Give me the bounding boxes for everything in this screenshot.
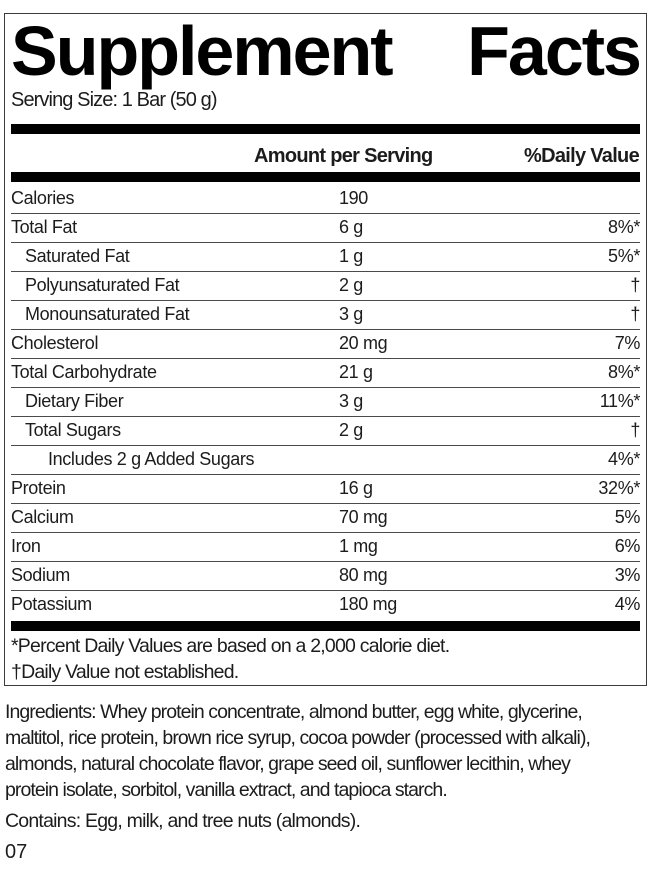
table-row: Total Carbohydrate 21 g 8%* — [11, 357, 640, 387]
nutrient-amount: 1 mg — [339, 536, 378, 556]
nutrient-label: Includes 2 g Added Sugars — [48, 449, 255, 469]
nutrient-daily-value: 32%* — [598, 478, 640, 498]
nutrient-daily-value: 7% — [614, 333, 641, 353]
nutrient-daily-value: 8%* — [608, 362, 640, 382]
nutrient-amount: 6 g — [339, 217, 363, 237]
table-row: Sodium 80 mg 3% — [11, 560, 641, 590]
footnotes: *Percent Daily Values are based on a 2,0… — [11, 633, 640, 685]
nutrient-amount: 1 g — [339, 246, 363, 266]
nutrient-daily-value: 11%* — [599, 391, 641, 411]
table-row: Dietary Fiber 3 g 11%* — [11, 386, 641, 416]
nutrient-label: Total Carbohydrate — [11, 362, 157, 382]
nutrient-daily-value: 6% — [614, 536, 641, 556]
nutrient-amount: 2 g — [339, 420, 363, 440]
title-word-facts: Facts — [467, 12, 642, 90]
nutrient-daily-value: † — [630, 304, 640, 324]
table-row: Iron 1 mg 6% — [11, 531, 641, 561]
nutrient-label: Total Sugars — [25, 420, 121, 440]
nutrient-daily-value: 4% — [614, 594, 641, 614]
nutrient-label: Potassium — [11, 594, 92, 614]
nutrient-daily-value: 5%* — [608, 246, 640, 266]
footnote-daily-values: *Percent Daily Values are based on a 2,0… — [11, 634, 450, 657]
ingredients-line: protein isolate, sorbitol, vanilla extra… — [5, 779, 448, 801]
nutrient-label: Calories — [11, 187, 75, 208]
nutrient-amount: 180 mg — [339, 594, 397, 614]
serving-size-text: Serving Size: 1 Bar (50 g) — [11, 89, 218, 111]
table-row: Polyunsaturated Fat 2 g † — [11, 270, 640, 300]
nutrient-label: Dietary Fiber — [25, 391, 124, 411]
nutrient-label: Polyunsaturated Fat — [25, 275, 180, 295]
nutrient-amount: 20 mg — [339, 333, 388, 353]
column-header-daily-value: %Daily Value — [524, 145, 640, 167]
panel-title: Supplement Facts — [11, 12, 642, 90]
ingredients-line: almonds, natural chocolate flavor, grape… — [5, 753, 571, 775]
divider-bar-top — [11, 124, 640, 134]
nutrient-daily-value: † — [630, 420, 640, 440]
table-row: Calories 190 — [11, 184, 640, 213]
nutrient-daily-value: † — [630, 275, 640, 295]
ingredients-paragraph: Ingredients: Whey protein concentrate, a… — [5, 699, 653, 803]
nutrient-amount: 80 mg — [339, 565, 388, 585]
nutrient-label: Sodium — [11, 565, 70, 585]
nutrient-label: Protein — [11, 478, 66, 498]
nutrient-label: Total Fat — [11, 217, 77, 237]
nutrient-label: Saturated Fat — [25, 246, 130, 266]
nutrient-label: Calcium — [11, 507, 74, 527]
title-word-supplement: Supplement — [11, 12, 394, 90]
nutrient-daily-value: 3% — [614, 565, 641, 585]
nutrient-amount: 2 g — [339, 275, 363, 295]
footnote-dagger: †Daily Value not established. — [11, 660, 239, 683]
table-row: Total Fat 6 g 8%* — [11, 212, 640, 242]
nutrient-amount: 190 — [339, 187, 368, 208]
table-row: Includes 2 g Added Sugars 4%* — [11, 444, 640, 474]
nutrient-label: Iron — [11, 536, 41, 556]
nutrient-daily-value: 5% — [614, 507, 641, 527]
column-header-amount: Amount per Serving — [254, 145, 433, 167]
nutrient-amount: 3 g — [339, 391, 363, 411]
nutrient-amount: 16 g — [339, 478, 373, 498]
supplement-facts-panel: Supplement Facts Serving Size: 1 Bar (50… — [4, 13, 647, 686]
nutrient-daily-value: 4%* — [608, 449, 640, 469]
divider-bar-bottom — [11, 620, 640, 631]
contains-statement: Contains: Egg, milk, and tree nuts (almo… — [5, 810, 361, 832]
ingredients-line: maltitol, rice protein, brown rice syrup… — [5, 727, 591, 749]
table-row: Total Sugars 2 g † — [11, 415, 640, 445]
nutrient-amount: 70 mg — [339, 507, 388, 527]
nutrient-label: Cholesterol — [11, 333, 99, 353]
nutrient-daily-value: 8%* — [608, 217, 640, 237]
divider-bar-header — [11, 172, 640, 182]
ingredients-line: Ingredients: Whey protein concentrate, a… — [5, 701, 583, 723]
nutrient-amount: 21 g — [339, 362, 373, 382]
lot-code: 07 — [5, 841, 28, 863]
table-row: Cholesterol 20 mg 7% — [11, 328, 641, 358]
table-row: Calcium 70 mg 5% — [11, 502, 641, 532]
nutrient-label: Monounsaturated Fat — [25, 304, 190, 324]
nutrient-amount: 3 g — [339, 304, 363, 324]
table-row: Saturated Fat 1 g 5%* — [11, 241, 640, 271]
column-headers: Amount per Serving %Daily Value — [11, 134, 640, 172]
nutrient-table: Calories 190 Total Fat 6 g 8%* Saturated… — [11, 184, 640, 619]
table-row: Monounsaturated Fat 3 g † — [11, 299, 640, 329]
table-row: Potassium 180 mg 4% — [11, 589, 641, 619]
table-row: Protein 16 g 32%* — [11, 473, 640, 503]
